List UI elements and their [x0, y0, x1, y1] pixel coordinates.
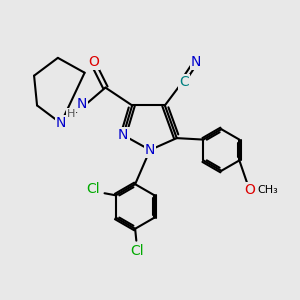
Text: N: N	[118, 128, 128, 142]
Text: N: N	[76, 97, 87, 111]
Text: C: C	[179, 75, 189, 88]
Text: N: N	[191, 55, 201, 69]
Text: N: N	[56, 116, 66, 130]
Text: CH₃: CH₃	[257, 185, 278, 195]
Text: O: O	[88, 55, 99, 69]
Text: O: O	[244, 183, 255, 197]
Text: Cl: Cl	[130, 244, 143, 258]
Text: H: H	[67, 109, 75, 119]
Text: N: N	[145, 143, 155, 157]
Text: Cl: Cl	[87, 182, 100, 197]
